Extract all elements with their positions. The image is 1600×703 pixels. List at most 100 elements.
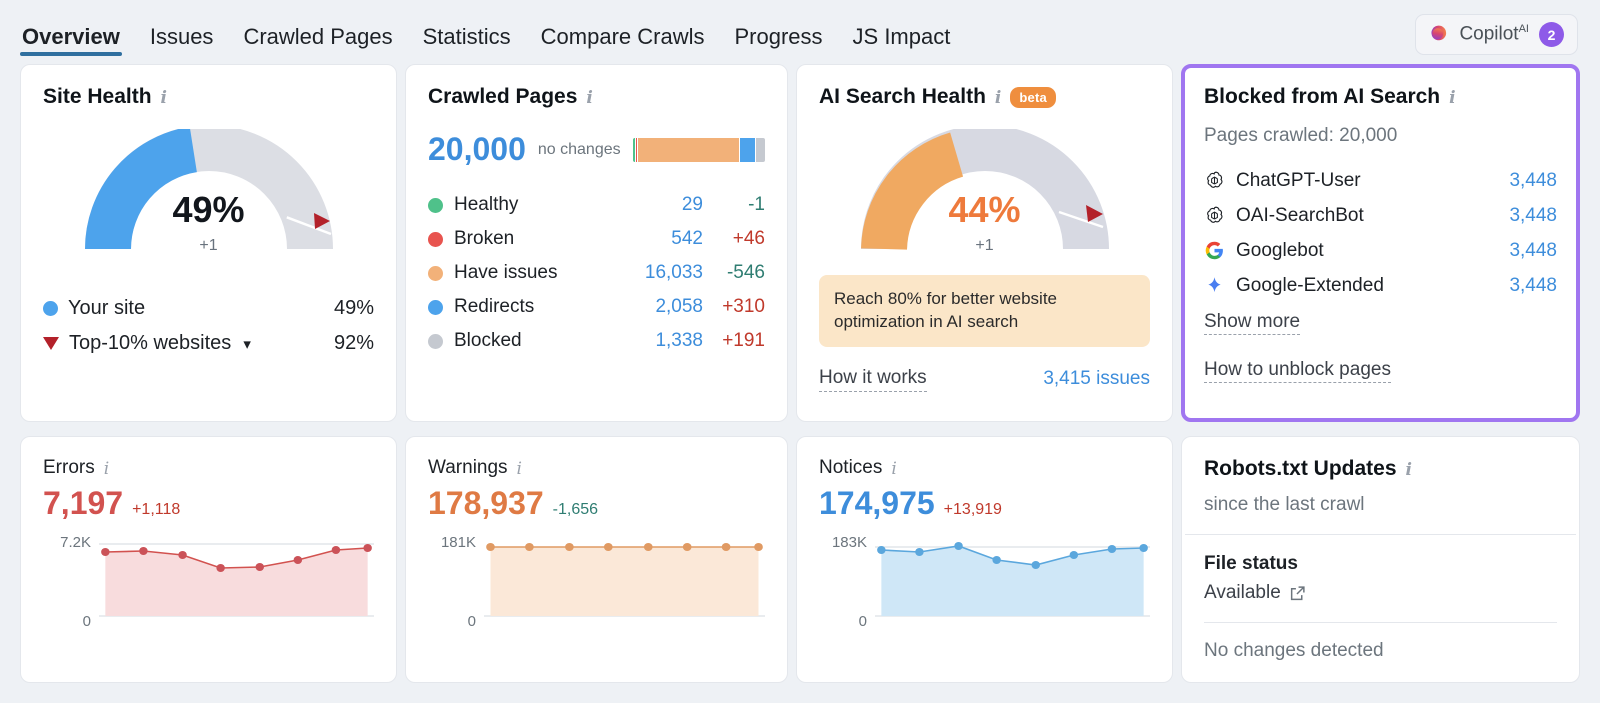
copilot-count-badge[interactable]: 2 [1539, 22, 1564, 47]
tab-overview[interactable]: Overview [20, 26, 122, 64]
table-row[interactable]: Blocked 1,338 +191 [428, 324, 765, 358]
notices-change: +13,919 [943, 501, 1002, 518]
ai-search-health-card: AI Search Health i beta 44% +1 Reach 80%… [796, 64, 1173, 422]
bar-segment-have-issues [638, 137, 740, 162]
tab-statistics-label: Statistics [422, 24, 511, 49]
robots-subtitle: since the last crawl [1204, 494, 1365, 515]
blocked-title-row: Blocked from AI Search i [1204, 85, 1557, 109]
row-value: 29 [681, 194, 703, 215]
list-item[interactable]: Google-Extended 3,448 [1204, 268, 1557, 303]
notices-axis-bottom: 0 [858, 613, 867, 630]
warnings-sparkline: 181K 0 [428, 534, 765, 630]
triangle-down-icon [43, 337, 59, 350]
warnings-axis-top: 181K [440, 534, 476, 551]
warnings-change: -1,656 [552, 501, 599, 518]
bot-label: Google-Extended [1204, 275, 1509, 297]
copilot-button[interactable]: CopilotAI 2 [1415, 14, 1578, 55]
row-label-text: Healthy [454, 194, 519, 215]
beta-badge: beta [1010, 86, 1056, 108]
how-to-unblock-wrap: How to unblock pages [1204, 359, 1557, 383]
info-icon[interactable]: i [103, 458, 110, 479]
tab-compare-crawls[interactable]: Compare Crawls [539, 26, 707, 64]
info-icon[interactable]: i [160, 87, 167, 108]
tab-issues-label: Issues [149, 24, 214, 49]
tab-list: Overview Issues Crawled Pages Statistics… [20, 0, 952, 64]
list-item[interactable]: Googlebot 3,448 [1204, 233, 1557, 268]
dot-icon [428, 299, 443, 315]
legend-row-your-site: Your site 49% [43, 291, 374, 326]
site-health-gauge-svg [84, 125, 333, 250]
file-status-row: Available [1204, 582, 1557, 604]
errors-card: Errors i 7,197 +1,118 7.2K 0 [20, 436, 397, 683]
warnings-sparkline-svg [484, 543, 765, 622]
row-label: Have issues [428, 262, 617, 284]
tab-issues[interactable]: Issues [148, 26, 216, 64]
legend-row-top10[interactable]: Top-10% websites ▾ 92% [43, 326, 374, 361]
tab-compare-crawls-label: Compare Crawls [540, 24, 705, 49]
table-row[interactable]: Broken 542 +46 [428, 222, 765, 256]
row-label-text: Have issues [454, 262, 558, 283]
tab-progress-label: Progress [734, 24, 823, 49]
tab-statistics[interactable]: Statistics [421, 26, 513, 64]
warnings-value: 178,937 [428, 485, 544, 521]
warnings-axis: 181K 0 [428, 534, 484, 630]
row-label: Blocked [428, 330, 617, 352]
site-health-value: 49% [172, 189, 245, 230]
notices-axis-top: 183K [831, 534, 867, 551]
site-health-legend: Your site 49% Top-10% websites ▾ 92% [43, 291, 374, 361]
table-row[interactable]: Redirects 2,058 +310 [428, 290, 765, 324]
crawled-pages-title-row: Crawled Pages i [428, 85, 765, 109]
row-label: Redirects [428, 296, 617, 318]
blocked-pages-crawled: Pages crawled: 20,000 [1204, 125, 1398, 146]
copilot-gradient-icon [1431, 25, 1447, 40]
blocked-bot-list: ChatGPT-User 3,448 OAI-SearchBot 3,448 [1204, 163, 1557, 303]
info-icon[interactable]: i [891, 458, 897, 479]
info-icon[interactable]: i [994, 87, 1002, 108]
list-item[interactable]: OAI-SearchBot 3,448 [1204, 198, 1557, 233]
bot-value: 3,448 [1509, 204, 1557, 226]
info-icon[interactable]: i [1405, 459, 1412, 480]
ai-search-health-gauge-svg [860, 125, 1109, 251]
ai-search-health-value: 44% [948, 189, 1021, 230]
bot-label: ChatGPT-User [1204, 170, 1509, 192]
openai-icon [1207, 206, 1223, 223]
how-it-works-link[interactable]: How it works [819, 367, 927, 392]
bot-name: Google-Extended [1236, 274, 1384, 296]
chevron-down-icon[interactable]: ▾ [243, 335, 251, 353]
errors-title-row: Errors i [43, 457, 374, 479]
warnings-title: Warnings [428, 457, 508, 478]
bot-value: 3,448 [1509, 239, 1557, 261]
bar-segment-blocked [755, 137, 765, 162]
notices-sparkline-svg [875, 542, 1150, 622]
benchmark-marker-icon [313, 213, 330, 229]
info-icon[interactable]: i [516, 458, 522, 479]
site-health-title-row: Site Health i [43, 85, 374, 109]
info-icon[interactable]: i [586, 87, 593, 108]
table-row[interactable]: Have issues 16,033 -546 [428, 256, 765, 290]
table-row[interactable]: Healthy 29 -1 [428, 188, 765, 222]
bot-label: OAI-SearchBot [1204, 205, 1509, 227]
issues-count-link[interactable]: 3,415 issues [1043, 368, 1150, 390]
bot-value: 3,448 [1509, 169, 1557, 191]
info-icon[interactable]: i [1449, 87, 1456, 108]
how-to-unblock-link[interactable]: How to unblock pages [1204, 359, 1391, 383]
tab-js-impact[interactable]: JS Impact [851, 26, 953, 64]
bot-name: Googlebot [1236, 239, 1324, 261]
show-more-link[interactable]: Show more [1204, 311, 1301, 335]
external-link-icon[interactable] [1289, 585, 1306, 602]
errors-sparkline-svg [99, 538, 374, 622]
tab-progress[interactable]: Progress [732, 26, 824, 64]
ai-search-health-delta: +1 [975, 237, 994, 254]
list-item[interactable]: ChatGPT-User 3,448 [1204, 163, 1557, 198]
legend-label-top10: Top-10% websites ▾ [43, 332, 334, 355]
openai-icon [1207, 171, 1223, 188]
google-g-icon [1205, 241, 1223, 260]
errors-title: Errors [43, 457, 95, 478]
tab-overview-label: Overview [22, 24, 120, 49]
copilot-text: Copilot [1459, 23, 1519, 45]
robots-title: Robots.txt Updates [1204, 457, 1397, 480]
notices-card: Notices i 174,975 +13,919 183K 0 [796, 436, 1173, 683]
row-change: -546 [726, 262, 765, 283]
tab-crawled-pages[interactable]: Crawled Pages [241, 26, 394, 64]
divider [1204, 622, 1557, 623]
